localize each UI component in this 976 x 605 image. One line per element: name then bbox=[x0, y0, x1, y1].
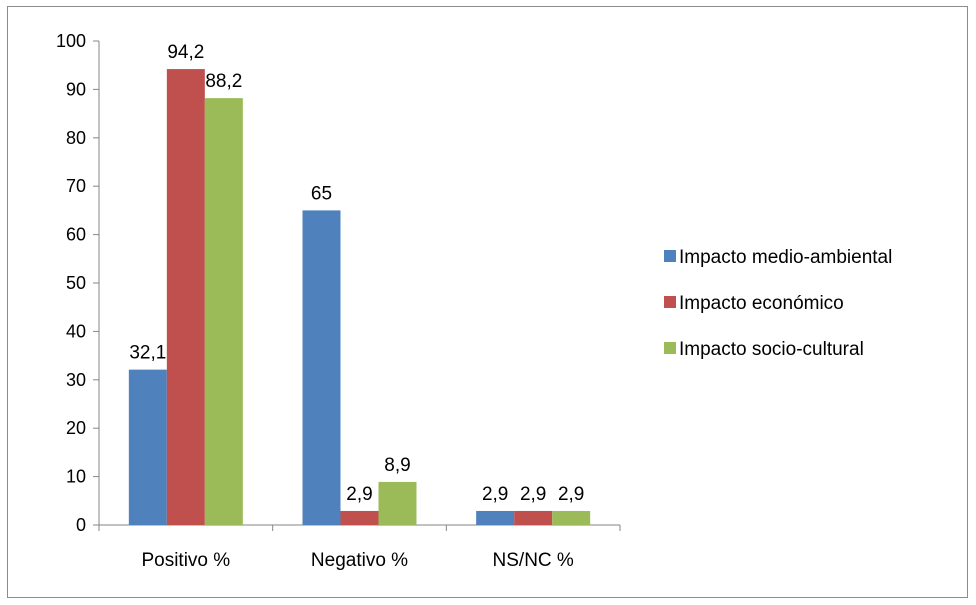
bar bbox=[302, 210, 341, 525]
y-tick-label: 10 bbox=[66, 467, 86, 487]
bar bbox=[378, 481, 417, 525]
y-tick-label: 90 bbox=[66, 79, 86, 99]
y-tick-label: 40 bbox=[66, 321, 86, 341]
y-tick-label: 60 bbox=[66, 225, 86, 245]
bar bbox=[514, 510, 553, 525]
bar bbox=[552, 510, 591, 525]
x-category-label: Positivo % bbox=[141, 550, 230, 571]
legend-swatch bbox=[664, 342, 676, 354]
data-label: 94,2 bbox=[167, 42, 204, 63]
data-label: 65 bbox=[311, 183, 332, 204]
data-label: 88,2 bbox=[205, 71, 242, 92]
bar bbox=[166, 69, 205, 526]
data-label: 2,9 bbox=[346, 484, 372, 505]
y-tick-label: 0 bbox=[76, 515, 86, 535]
bar bbox=[204, 98, 243, 525]
y-tick-label: 50 bbox=[66, 273, 86, 293]
bar bbox=[340, 510, 379, 525]
legend-swatch bbox=[664, 296, 676, 308]
legend-label: Impacto socio-cultural bbox=[679, 339, 864, 360]
data-label: 32,1 bbox=[129, 343, 166, 364]
y-tick-label: 100 bbox=[56, 31, 86, 51]
data-label: 2,9 bbox=[482, 484, 508, 505]
legend-label: Impacto medio-ambiental bbox=[679, 247, 892, 268]
y-tick-label: 70 bbox=[66, 176, 86, 196]
legend-swatch bbox=[664, 250, 676, 262]
data-label: 8,9 bbox=[384, 455, 410, 476]
bar bbox=[476, 510, 515, 525]
legend-label: Impacto económico bbox=[679, 293, 844, 314]
data-label: 2,9 bbox=[520, 484, 546, 505]
data-label: 2,9 bbox=[558, 484, 584, 505]
x-category-label: NS/NC % bbox=[493, 550, 574, 571]
y-tick-label: 20 bbox=[66, 418, 86, 438]
y-tick-label: 80 bbox=[66, 128, 86, 148]
y-tick-label: 30 bbox=[66, 370, 86, 390]
x-category-label: Negativo % bbox=[311, 550, 408, 571]
bar bbox=[128, 369, 167, 525]
